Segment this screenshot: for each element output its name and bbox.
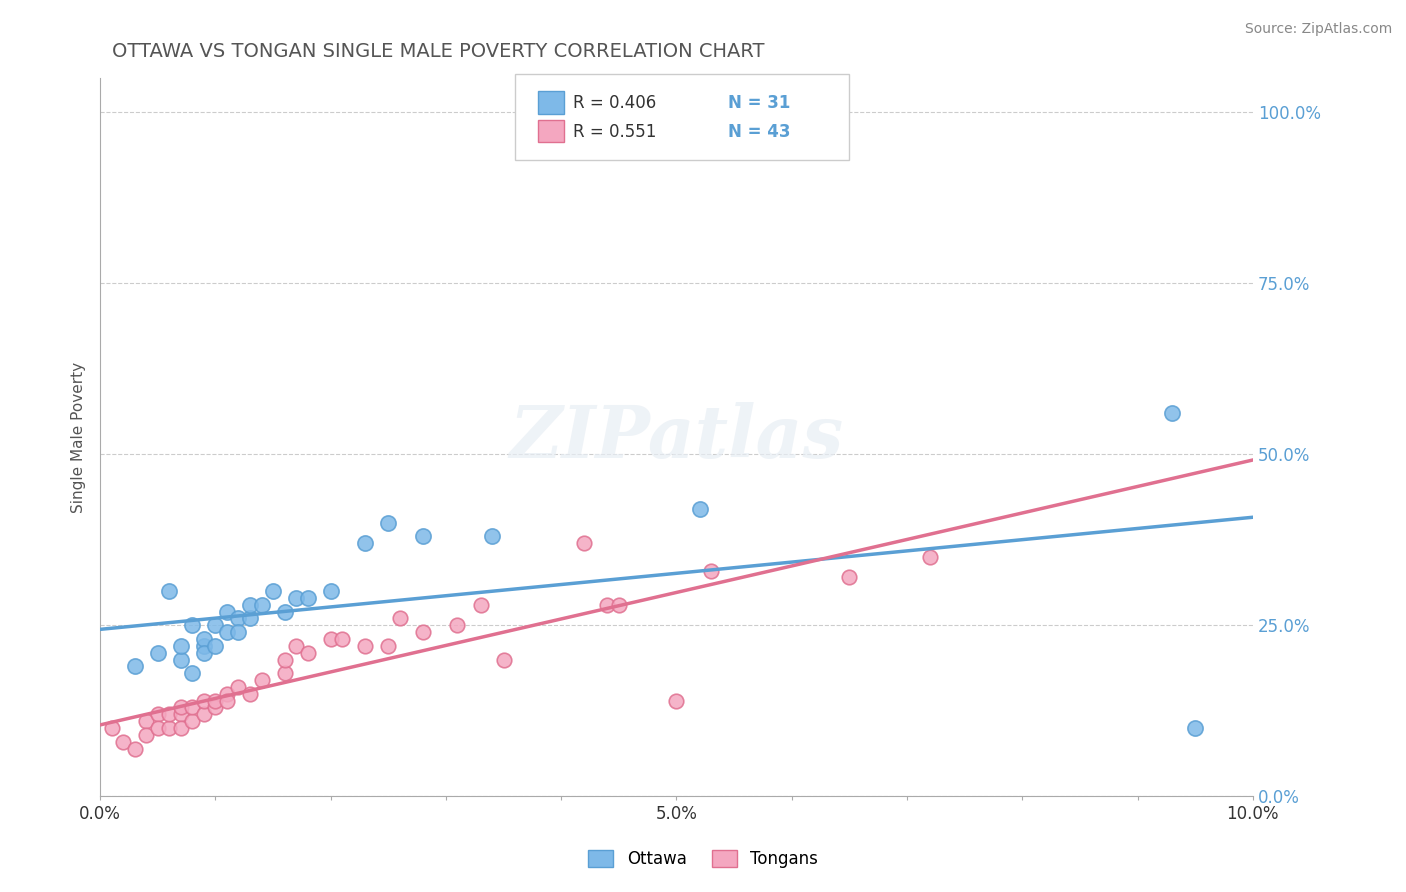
Point bbox=[193, 707, 215, 722]
Point bbox=[412, 529, 434, 543]
Point bbox=[204, 618, 226, 632]
Point bbox=[689, 502, 711, 516]
Point bbox=[273, 652, 295, 666]
Point bbox=[262, 584, 284, 599]
Point bbox=[124, 741, 146, 756]
Point bbox=[285, 639, 308, 653]
Point bbox=[607, 598, 630, 612]
Point bbox=[446, 618, 468, 632]
Point bbox=[193, 693, 215, 707]
Point bbox=[146, 646, 169, 660]
Point bbox=[181, 618, 204, 632]
Point bbox=[215, 605, 238, 619]
Point bbox=[112, 734, 135, 748]
Point bbox=[228, 625, 250, 640]
Text: Source: ZipAtlas.com: Source: ZipAtlas.com bbox=[1244, 22, 1392, 37]
Point bbox=[239, 611, 262, 625]
Point bbox=[170, 652, 193, 666]
Text: N = 31: N = 31 bbox=[728, 94, 790, 112]
Point bbox=[388, 611, 411, 625]
Text: ZIPatlas: ZIPatlas bbox=[509, 401, 844, 473]
Point bbox=[492, 652, 515, 666]
Point bbox=[193, 632, 215, 646]
FancyBboxPatch shape bbox=[515, 74, 849, 161]
Point bbox=[470, 598, 492, 612]
Point bbox=[228, 611, 250, 625]
Text: OTTAWA VS TONGAN SINGLE MALE POVERTY CORRELATION CHART: OTTAWA VS TONGAN SINGLE MALE POVERTY COR… bbox=[111, 42, 763, 61]
Point bbox=[377, 639, 399, 653]
Point bbox=[193, 646, 215, 660]
Point bbox=[157, 721, 180, 735]
Point bbox=[700, 564, 723, 578]
Point bbox=[157, 584, 180, 599]
Point bbox=[319, 632, 342, 646]
Point bbox=[146, 721, 169, 735]
Point bbox=[204, 700, 226, 714]
Point bbox=[250, 598, 273, 612]
Point bbox=[204, 693, 226, 707]
Text: N = 43: N = 43 bbox=[728, 122, 790, 141]
Point bbox=[920, 549, 942, 564]
Text: R = 0.551: R = 0.551 bbox=[572, 122, 657, 141]
Point bbox=[574, 536, 596, 550]
Point bbox=[181, 666, 204, 681]
Point bbox=[170, 707, 193, 722]
Point bbox=[297, 591, 319, 605]
Bar bbox=[538, 120, 564, 143]
Point bbox=[1161, 406, 1184, 420]
Point bbox=[297, 646, 319, 660]
Point bbox=[204, 639, 226, 653]
Point bbox=[228, 680, 250, 694]
Point bbox=[285, 591, 308, 605]
Point bbox=[273, 666, 295, 681]
Point bbox=[170, 700, 193, 714]
Point bbox=[181, 700, 204, 714]
Point bbox=[273, 605, 295, 619]
Point bbox=[412, 625, 434, 640]
Point bbox=[100, 721, 122, 735]
Point bbox=[193, 639, 215, 653]
Point bbox=[157, 707, 180, 722]
Point bbox=[239, 687, 262, 701]
Point bbox=[1184, 721, 1206, 735]
Point bbox=[170, 639, 193, 653]
Point bbox=[377, 516, 399, 530]
Text: R = 0.406: R = 0.406 bbox=[572, 94, 657, 112]
Point bbox=[354, 536, 377, 550]
Bar bbox=[538, 91, 564, 113]
Point bbox=[146, 707, 169, 722]
Point bbox=[354, 639, 377, 653]
Point bbox=[135, 714, 157, 728]
Point bbox=[250, 673, 273, 687]
Point bbox=[215, 693, 238, 707]
Point bbox=[215, 625, 238, 640]
Point bbox=[330, 632, 353, 646]
Point bbox=[135, 728, 157, 742]
Point bbox=[170, 721, 193, 735]
Point bbox=[239, 598, 262, 612]
Point bbox=[838, 570, 860, 584]
Point bbox=[596, 598, 619, 612]
Legend: Ottawa, Tongans: Ottawa, Tongans bbox=[582, 843, 824, 875]
Point bbox=[181, 714, 204, 728]
Point bbox=[215, 687, 238, 701]
Point bbox=[124, 659, 146, 673]
Point bbox=[481, 529, 503, 543]
Point bbox=[665, 693, 688, 707]
Y-axis label: Single Male Poverty: Single Male Poverty bbox=[72, 361, 86, 513]
Point bbox=[319, 584, 342, 599]
